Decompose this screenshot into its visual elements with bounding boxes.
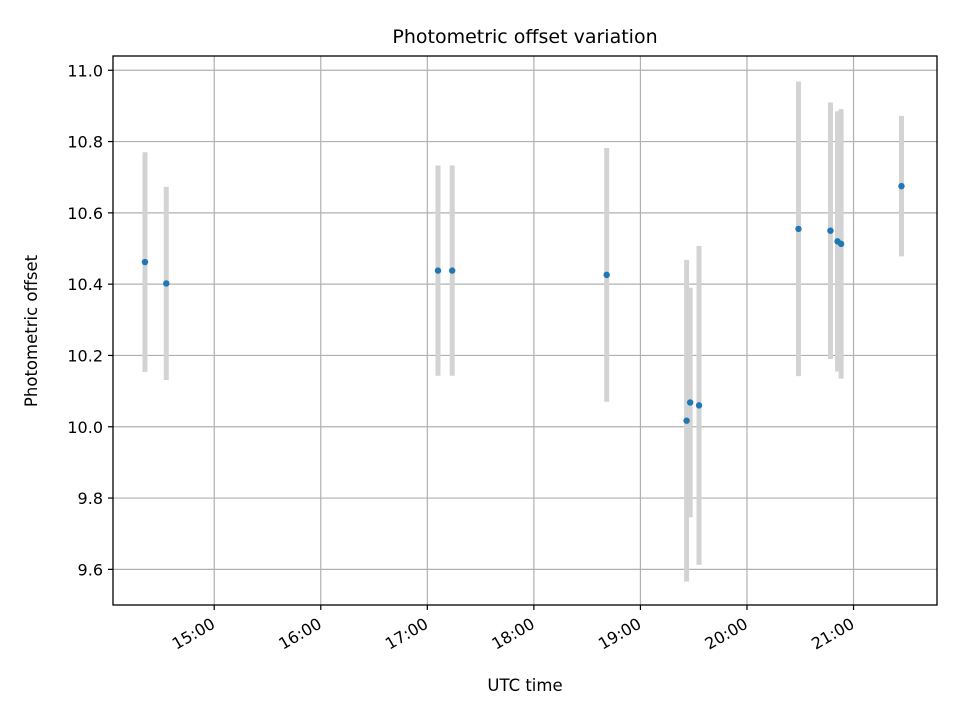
y-tick-label: 10.8 (67, 133, 103, 152)
y-tick-label: 10.4 (67, 275, 103, 294)
y-tick-label: 11.0 (67, 61, 103, 80)
data-point (141, 258, 149, 266)
y-tick-label: 9.6 (78, 560, 103, 579)
data-point (686, 399, 694, 406)
y-tick-label: 10.6 (67, 204, 103, 223)
data-points (141, 182, 905, 424)
data-point (603, 271, 610, 279)
data-point (795, 225, 802, 233)
data-point (448, 267, 456, 274)
data-point (434, 267, 442, 274)
data-point (695, 402, 703, 409)
data-point (898, 182, 905, 190)
y-tick-label: 10.0 (67, 418, 103, 437)
y-tick-label: 10.2 (67, 346, 103, 365)
data-point (683, 417, 690, 424)
data-point (837, 240, 845, 248)
chart-title: Photometric offset variation (392, 26, 657, 48)
data-point (827, 227, 834, 234)
y-tick-label: 9.8 (78, 489, 103, 508)
y-axis-ticks: 9.6 9.8 10.0 10.2 10.4 10.6 10.8 11.0 (67, 61, 113, 579)
y-axis-label: Photometric offset (22, 254, 41, 407)
plot-frame (112, 55, 938, 606)
data-point (163, 280, 170, 287)
x-axis-label: UTC time (487, 676, 562, 695)
